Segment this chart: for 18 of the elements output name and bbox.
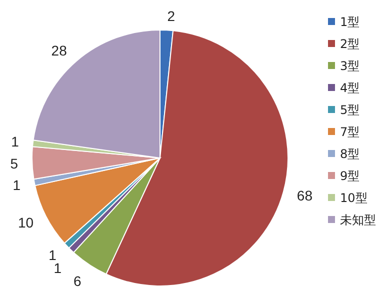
legend-label: 9型	[340, 169, 360, 184]
legend-label: 7型	[340, 125, 360, 140]
data-label: 1	[11, 134, 20, 150]
data-label: 2	[167, 8, 176, 24]
legend-label: 3型	[340, 59, 360, 74]
data-label: 5	[10, 155, 18, 172]
legend-label: 5型	[340, 103, 360, 118]
legend-label: 4型	[340, 81, 360, 96]
data-label: 28	[51, 42, 68, 59]
data-label: 1	[12, 176, 21, 193]
data-label: 10	[18, 214, 34, 231]
data-label: 68	[296, 188, 313, 204]
data-label: 6	[74, 273, 82, 290]
legend-label: 未知型	[340, 213, 376, 228]
legend-label: 8型	[340, 147, 360, 162]
legend-label: 2型	[340, 37, 360, 52]
legend-label: 1型	[340, 15, 360, 30]
legend-label: 10型	[340, 191, 368, 206]
